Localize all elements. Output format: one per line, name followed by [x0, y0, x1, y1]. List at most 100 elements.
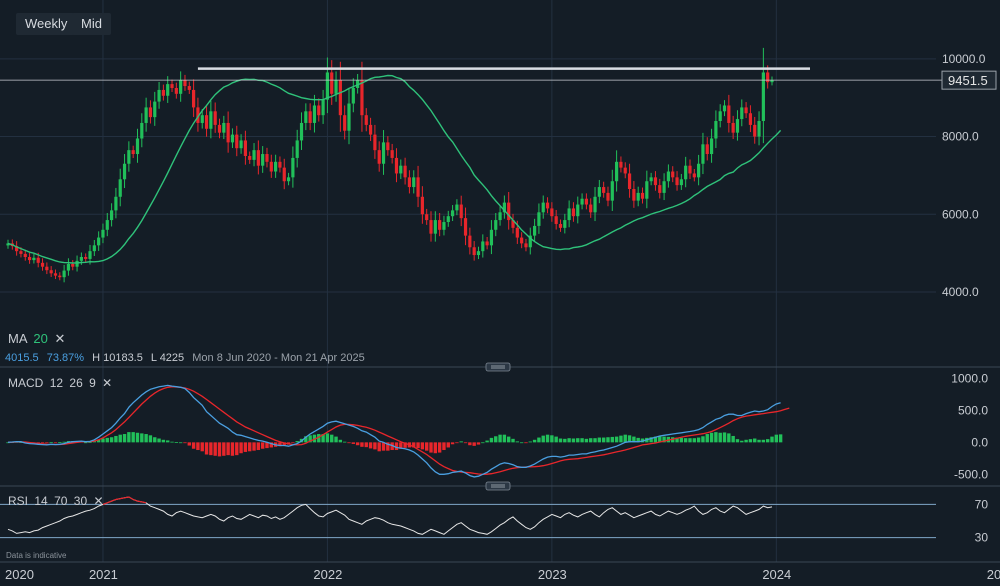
candle-body	[174, 87, 178, 94]
candle-body	[524, 243, 528, 248]
macd-histogram-bar	[330, 434, 334, 443]
candle-body	[49, 270, 53, 274]
price-axis-tick-label: 8000.0	[942, 130, 979, 144]
candle-body	[632, 189, 636, 201]
candle-body	[381, 142, 386, 164]
macd-histogram-bar	[489, 437, 494, 443]
macd-histogram-bar	[325, 433, 330, 443]
candle-body	[325, 72, 330, 100]
candle-body	[645, 181, 649, 199]
macd-histogram-bar	[722, 432, 727, 443]
macd-histogram-bar	[696, 437, 701, 443]
ma-close-icon[interactable]: ✕	[54, 331, 66, 346]
candle-body	[308, 111, 312, 123]
pane-resize-handle[interactable]	[485, 481, 511, 491]
macd-histogram-bar	[757, 439, 761, 443]
candle-body	[360, 80, 364, 116]
candle-body	[563, 220, 567, 228]
candle-body	[701, 144, 705, 164]
macd-histogram-bar	[399, 442, 403, 449]
candle-body	[265, 154, 269, 162]
macd-histogram-bar	[83, 442, 88, 444]
macd-histogram-bar	[683, 438, 688, 443]
candle-body	[399, 165, 403, 174]
macd-axis-tick-label: 500.0	[958, 403, 988, 417]
macd-histogram-bar	[558, 438, 563, 443]
macd-histogram-bar	[632, 436, 636, 443]
candle-body	[84, 256, 88, 259]
macd-histogram-bar	[416, 442, 420, 449]
macd-histogram-bar	[658, 436, 662, 443]
price-type-button[interactable]: Mid	[72, 13, 111, 35]
macd-histogram-bar	[308, 435, 312, 443]
macd-histogram-bar	[524, 442, 528, 444]
macd-histogram-bar	[36, 442, 40, 444]
macd-histogram-bar	[368, 442, 373, 449]
candle-body	[243, 140, 248, 156]
candle-body	[222, 122, 226, 133]
candle-body	[770, 80, 774, 83]
macd-histogram-bar	[260, 442, 265, 449]
macd-histogram-bar	[49, 442, 53, 444]
macd-histogram-bar	[692, 438, 697, 443]
candle-body	[88, 251, 92, 259]
price-axis-tick-label: 6000.0	[942, 207, 979, 221]
time-axis-tick-label: 2020	[5, 567, 34, 582]
candle-body	[295, 140, 299, 158]
candle-body	[343, 115, 347, 131]
macd-close-icon[interactable]: ✕	[102, 376, 113, 390]
candle-body	[558, 223, 563, 228]
candle-body	[321, 99, 325, 116]
candle-body	[187, 86, 191, 90]
candle-body	[23, 253, 27, 257]
candle-body	[489, 229, 494, 246]
candle-body	[589, 204, 593, 213]
candle-body	[299, 122, 304, 141]
macd-histogram-bar	[571, 438, 576, 443]
macd-histogram-bar	[135, 432, 140, 443]
candle-body	[131, 150, 135, 155]
time-axis-background	[0, 562, 1000, 586]
macd-histogram-bar	[213, 442, 217, 456]
candle-body	[127, 150, 131, 164]
rsi-overbought-segment	[102, 496, 147, 505]
macd-histogram-bar	[196, 442, 200, 451]
pane-resize-handle[interactable]	[485, 362, 511, 372]
macd-histogram-bar	[109, 437, 114, 443]
macd-histogram-bar	[679, 437, 684, 443]
rsi-legend: RSI 14 70 30 ✕	[8, 494, 104, 508]
macd-histogram-bar	[394, 442, 399, 451]
macd-histogram-bar	[610, 436, 614, 443]
macd-histogram-bar	[619, 435, 623, 443]
macd-histogram-bar	[420, 442, 425, 450]
candle-body	[291, 157, 295, 178]
macd-histogram-bar	[623, 434, 627, 443]
macd-histogram-bar	[468, 442, 472, 446]
price-axis-tick-label: 4000.0	[942, 285, 979, 299]
candle-body	[148, 107, 153, 118]
macd-histogram-bar	[235, 442, 239, 456]
candle-body	[502, 202, 506, 213]
candle-body	[317, 105, 321, 116]
candle-body	[312, 105, 317, 123]
macd-histogram-bar	[338, 439, 343, 443]
macd-histogram-bar	[709, 432, 714, 443]
macd-histogram-bar	[424, 442, 429, 451]
candle-body	[183, 80, 187, 87]
macd-histogram-bar	[295, 441, 299, 443]
candle-body	[619, 161, 623, 168]
candle-body	[248, 155, 252, 160]
candle-body	[420, 196, 424, 215]
macd-histogram-bar	[675, 437, 679, 443]
candle-body	[217, 124, 222, 133]
candle-body	[744, 107, 748, 114]
time-axis-tick-label: 2024	[762, 567, 791, 582]
candle-body	[653, 177, 658, 186]
interval-button[interactable]: Weekly	[16, 13, 77, 35]
candle-body	[58, 275, 62, 278]
candle-body	[62, 270, 66, 278]
candle-body	[53, 273, 58, 276]
candle-body	[425, 214, 429, 221]
rsi-close-icon[interactable]: ✕	[93, 494, 104, 508]
